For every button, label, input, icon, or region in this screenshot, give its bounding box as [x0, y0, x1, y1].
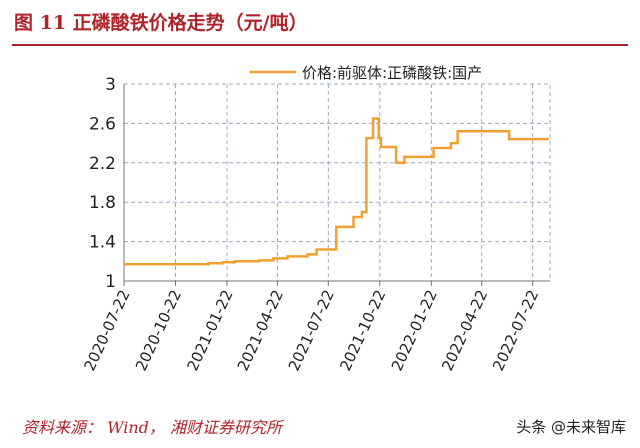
- series-line: [124, 117, 549, 266]
- axes: 11.41.82.22.632020-07-222020-10-222021-0…: [80, 75, 550, 374]
- plot-frame: [123, 83, 551, 282]
- legend: 价格:前驱体:正磷酸铁:国产: [250, 64, 482, 82]
- source-note: 资料来源： Wind， 湘财证券研究所: [22, 418, 283, 437]
- watermark: 头条 @未来智库: [516, 418, 626, 436]
- legend-label: 价格:前驱体:正磷酸铁:国产: [302, 64, 482, 82]
- y-tick-label: 1: [105, 272, 116, 292]
- y-tick-label: 2.2: [89, 154, 116, 174]
- title-divider: [12, 44, 628, 46]
- x-tick-label: 2021-10-22: [336, 287, 389, 374]
- chart-title: 图 11 正磷酸铁价格走势（元/吨）: [14, 12, 308, 34]
- x-tick-label: 2022-07-22: [489, 287, 542, 374]
- x-tick-label: 2021-04-22: [234, 287, 287, 374]
- y-tick-label: 1.4: [89, 233, 116, 253]
- line-chart: 11.41.82.22.632020-07-222020-10-222021-0…: [80, 64, 551, 374]
- x-tick-label: 2022-01-22: [388, 287, 441, 374]
- x-tick-label: 2022-04-22: [438, 287, 491, 374]
- x-tick-label: 2020-07-22: [80, 287, 133, 374]
- y-tick-label: 2.6: [89, 114, 116, 134]
- grid-lines: [123, 83, 551, 282]
- y-tick-label: 1.8: [89, 193, 116, 213]
- x-tick-label: 2021-01-22: [183, 287, 236, 374]
- x-tick-label: 2020-10-22: [132, 287, 185, 374]
- x-tick-label: 2021-07-22: [285, 287, 338, 374]
- y-tick-label: 3: [105, 75, 116, 95]
- series-layer: [124, 117, 549, 266]
